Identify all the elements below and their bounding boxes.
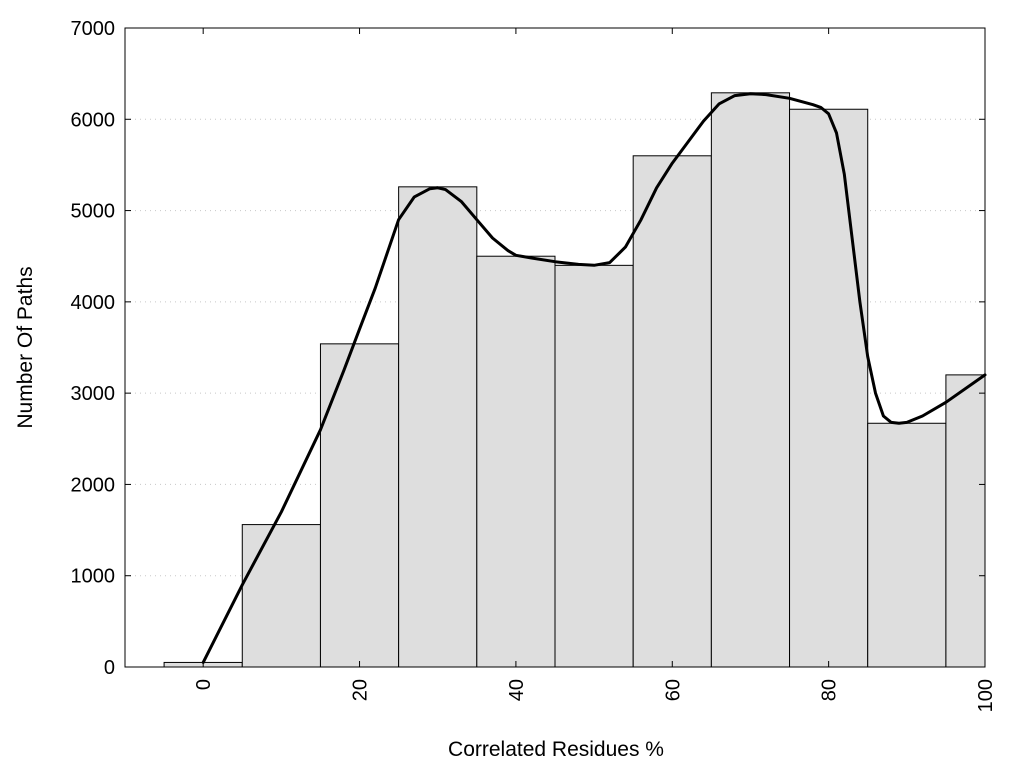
y-tick-label: 3000: [71, 383, 116, 405]
histogram-bar: [398, 186, 478, 668]
x-tick-label: 0: [193, 679, 215, 690]
y-tick-label: 0: [104, 657, 115, 679]
x-axis-ticks: 0 20 40 60 80 100: [193, 28, 997, 712]
y-tick-label: 6000: [71, 109, 116, 131]
y-tick-label: 2000: [71, 474, 116, 496]
y-axis-ticks: 0 1000 2000 3000 4000 5000 6000 7000: [71, 18, 985, 679]
x-axis-title: Correlated Residues %: [448, 738, 664, 761]
x-tick-label: 20: [350, 679, 372, 701]
plot-frame: [124, 27, 986, 668]
histogram-bar: [632, 155, 712, 668]
y-tick-label: 7000: [71, 18, 116, 40]
histogram-bar: [789, 108, 869, 668]
y-tick-label: 5000: [71, 201, 116, 223]
histogram-bar: [945, 374, 986, 668]
smoothed-curve: [201, 92, 987, 664]
x-tick-label: 60: [662, 679, 684, 701]
histogram-bars: [163, 92, 986, 668]
histogram-bar: [476, 255, 556, 668]
histogram-bar: [319, 343, 400, 668]
histogram-bar: [867, 422, 947, 668]
x-tick-label: 80: [819, 679, 841, 701]
y-tick-label: 1000: [71, 566, 116, 588]
x-tick-label: 40: [506, 679, 528, 701]
y-axis-title: Number Of Paths: [14, 266, 37, 428]
x-tick-label: 100: [975, 679, 997, 712]
histogram-bar: [241, 524, 321, 668]
histogram-bar: [554, 264, 634, 668]
y-tick-label: 4000: [71, 292, 116, 314]
histogram-bar: [710, 92, 791, 668]
